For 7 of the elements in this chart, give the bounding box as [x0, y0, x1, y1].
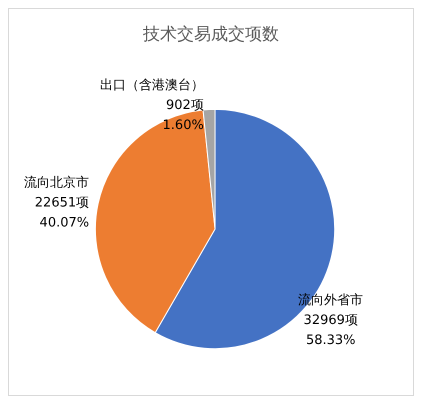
slice-label: 出口（含港澳台） — [100, 78, 204, 94]
data-label: 22651项 40.07% — [34, 196, 90, 231]
slice-label: 流向外省市 — [298, 292, 364, 308]
data-label: 32969项 58.33% — [304, 312, 358, 348]
chart-title: 技术交易成交项数 — [142, 24, 279, 44]
data-label: 902项 1.60% — [162, 98, 204, 134]
slice-label: 流向北京市 — [24, 174, 90, 191]
